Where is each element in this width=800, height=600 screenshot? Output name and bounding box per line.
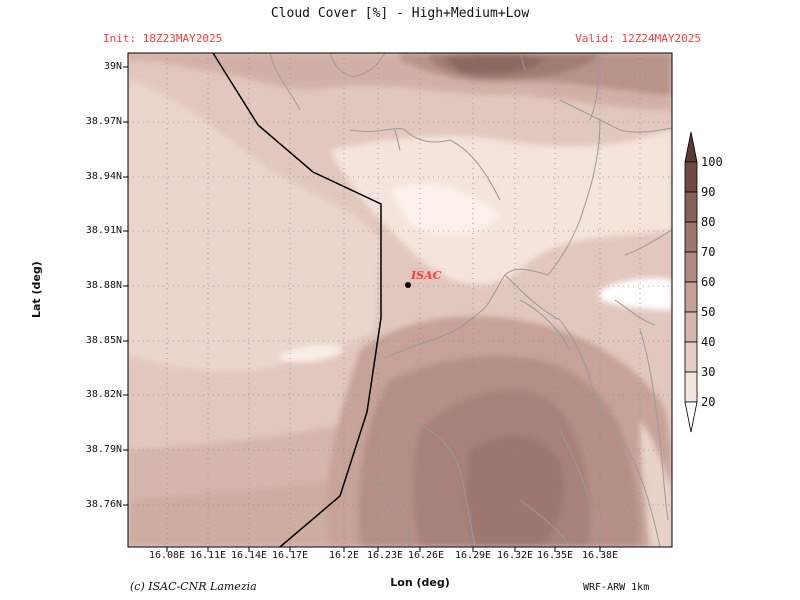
x-tick-label: 16.35E <box>536 550 574 561</box>
y-axis-label: Lat (deg) <box>30 261 43 318</box>
colorbar-label: 90 <box>701 185 716 199</box>
x-tick-label: 16.14E <box>230 550 268 561</box>
colorbar-label: 20 <box>701 395 716 409</box>
y-tick-label: 39N <box>103 61 122 72</box>
station-dot <box>405 282 411 288</box>
axis-ticks <box>123 66 601 552</box>
valid-time-label: Valid: 12Z24MAY2025 <box>575 32 701 45</box>
y-tick-label: 38.79N <box>85 444 122 455</box>
colorbar-label: 80 <box>701 215 716 229</box>
colorbar <box>684 131 698 433</box>
x-tick-label: 16.11E <box>189 550 227 561</box>
lat-lon-grid <box>128 53 672 547</box>
colorbar-label: 70 <box>701 245 716 259</box>
station-label: ISAC <box>411 269 442 282</box>
colorbar-label: 40 <box>701 335 716 349</box>
credit-text: (c) ISAC-CNR Lamezia <box>130 580 257 593</box>
cloud-cover-field <box>128 53 672 547</box>
colorbar-label: 50 <box>701 305 716 319</box>
model-label: WRF-ARW 1km <box>583 582 650 593</box>
y-tick-label: 38.94N <box>85 171 122 182</box>
x-tick-label: 16.17E <box>271 550 309 561</box>
coastline <box>212 53 382 547</box>
x-tick-label: 16.32E <box>496 550 534 561</box>
map-title: Cloud Cover [%] - High+Medium+Low <box>270 6 530 21</box>
x-tick-label: 16.26E <box>407 550 445 561</box>
y-tick-label: 38.82N <box>85 389 122 400</box>
colorbar-label: 60 <box>701 275 716 289</box>
x-tick-label: 16.08E <box>148 550 186 561</box>
y-tick-label: 38.91N <box>85 225 122 236</box>
x-tick-label: 16.38E <box>581 550 619 561</box>
init-time-label: Init: 18Z23MAY2025 <box>103 32 223 45</box>
y-tick-label: 38.88N <box>85 280 122 291</box>
x-tick-label: 16.2E <box>328 550 360 561</box>
plot-frame <box>127 52 673 548</box>
y-tick-label: 38.76N <box>85 499 122 510</box>
x-tick-label: 16.23E <box>366 550 404 561</box>
y-tick-label: 38.85N <box>85 335 122 346</box>
colorbar-label: 30 <box>701 365 716 379</box>
x-tick-label: 16.29E <box>454 550 492 561</box>
y-tick-label: 38.97N <box>85 116 122 127</box>
municipal-boundaries <box>269 53 672 547</box>
colorbar-label: 100 <box>701 155 723 169</box>
x-axis-label: Lon (deg) <box>390 576 450 589</box>
